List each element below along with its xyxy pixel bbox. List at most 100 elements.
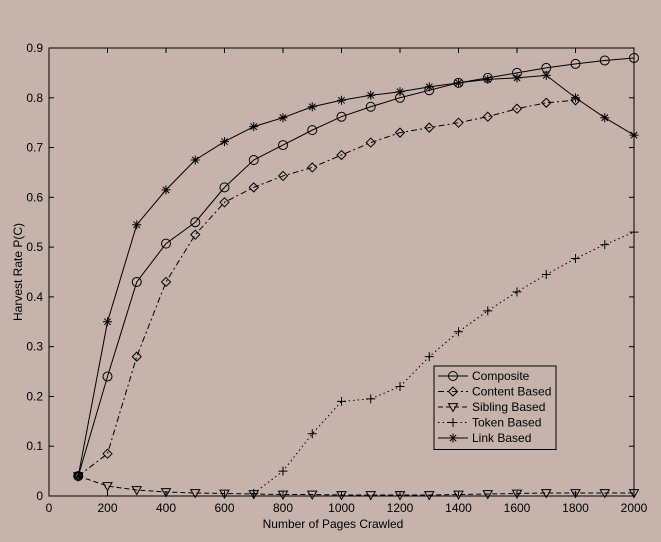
data-point-content-based <box>570 95 581 106</box>
data-point-composite <box>570 58 581 69</box>
data-point-link-based <box>629 130 639 140</box>
data-point-content-based <box>336 149 347 161</box>
data-point-link-based <box>103 317 112 327</box>
data-point-content-based <box>482 111 493 122</box>
y-tick-label: 0.5 <box>26 240 43 254</box>
data-point-link-based <box>161 185 171 195</box>
data-point-token-based <box>278 466 288 476</box>
data-point-link-based <box>132 220 142 230</box>
data-point-content-based <box>277 170 289 182</box>
data-point-composite <box>131 276 142 287</box>
data-point-content-based <box>102 448 113 459</box>
data-point-token-based <box>395 381 405 391</box>
legend-marker-sibling-based <box>447 403 459 413</box>
data-point-composite <box>161 238 171 249</box>
series-layer <box>72 52 640 501</box>
legend-marker-content-based <box>447 386 459 397</box>
data-point-sibling-based <box>482 490 494 500</box>
y-tick-label: 0.7 <box>26 141 43 155</box>
x-tick-label: 2000 <box>621 501 648 515</box>
y-tick-label: 0 <box>36 489 43 503</box>
data-point-sibling-based <box>189 489 201 499</box>
data-point-link-based <box>512 73 522 83</box>
data-point-token-based <box>337 396 346 406</box>
data-point-content-based <box>160 276 172 288</box>
series-line-sibling-based <box>78 475 634 496</box>
data-point-sibling-based <box>365 491 377 501</box>
data-point-sibling-based <box>219 489 230 500</box>
data-point-composite <box>336 111 347 122</box>
data-point-composite <box>190 217 201 228</box>
series-line-link-based <box>77 74 635 477</box>
data-point-sibling-based <box>599 489 611 499</box>
series-line-token-based <box>253 231 635 494</box>
y-tick-label: 0.2 <box>26 389 43 403</box>
data-point-token-based <box>629 227 639 237</box>
data-point-composite <box>102 371 113 382</box>
data-point-token-based <box>571 254 580 264</box>
data-point-link-based <box>249 122 259 132</box>
series-line-content-based <box>77 99 576 477</box>
y-tick-label: 0.1 <box>26 439 43 453</box>
data-point-content-based <box>307 162 318 173</box>
data-point-link-based <box>600 113 610 123</box>
data-point-composite <box>307 125 318 136</box>
data-point-composite <box>248 155 259 165</box>
series-token-based <box>249 227 639 499</box>
data-point-sibling-based <box>102 482 113 492</box>
data-point-link-based <box>395 87 405 97</box>
series-content-based <box>73 95 581 482</box>
data-point-sibling-based <box>511 489 523 500</box>
x-tick-label: 1200 <box>387 501 414 515</box>
data-point-composite <box>219 182 230 193</box>
axis-ticks: 0 200 400 600 800 1000 1200 1400 1600 1800 2000 0 0.… <box>26 41 647 515</box>
x-tick-label: 1600 <box>504 501 531 515</box>
x-tick-label: 600 <box>214 501 234 515</box>
data-point-composite <box>365 101 376 112</box>
data-point-sibling-based <box>423 491 435 501</box>
data-point-link-based <box>454 78 463 88</box>
x-tick-label: 1000 <box>328 501 355 515</box>
data-point-link-based <box>424 82 434 92</box>
legend-marker-composite <box>448 371 458 381</box>
data-point-token-based <box>249 489 259 499</box>
data-point-token-based <box>541 269 551 279</box>
data-point-link-based <box>366 90 376 100</box>
x-tick-label: 800 <box>273 501 293 515</box>
y-tick-label: 0.9 <box>26 41 43 55</box>
legend-label-sibling-based: Sibling Based <box>472 400 545 414</box>
data-point-link-based <box>571 93 580 103</box>
data-point-composite <box>629 52 639 63</box>
data-point-content-based <box>511 103 523 114</box>
data-point-content-based <box>248 182 259 193</box>
data-point-composite <box>278 140 288 151</box>
data-point-content-based <box>424 122 435 133</box>
data-point-content-based <box>394 127 406 138</box>
data-point-content-based <box>541 97 552 108</box>
data-point-link-based <box>307 102 317 112</box>
data-point-token-based <box>424 352 434 362</box>
y-tick-label: 0.3 <box>26 340 43 354</box>
y-tick-label: 0.8 <box>26 91 43 105</box>
data-point-token-based <box>307 429 317 439</box>
data-point-token-based <box>512 287 522 297</box>
series-link-based <box>73 70 639 481</box>
data-point-content-based <box>365 137 376 148</box>
legend-label-token-based: Token Based <box>472 416 541 430</box>
legend-label-link-based: Link Based <box>472 431 531 445</box>
legend-marker-token-based <box>448 418 458 427</box>
data-point-composite <box>599 55 610 66</box>
data-point-sibling-based <box>453 490 464 501</box>
y-tick-label: 0.6 <box>26 190 43 204</box>
y-axis-label: Harvest Rate P(C) <box>11 223 25 321</box>
data-point-sibling-based <box>277 490 289 501</box>
data-point-token-based <box>483 306 493 316</box>
x-tick-label: 1800 <box>562 501 589 515</box>
x-axis-label: Number of Pages Crawled <box>263 517 404 531</box>
legend-marker-link-based <box>448 433 458 443</box>
data-point-sibling-based <box>160 488 172 498</box>
y-tick-label: 0.4 <box>26 290 43 304</box>
data-point-content-based <box>219 197 230 208</box>
